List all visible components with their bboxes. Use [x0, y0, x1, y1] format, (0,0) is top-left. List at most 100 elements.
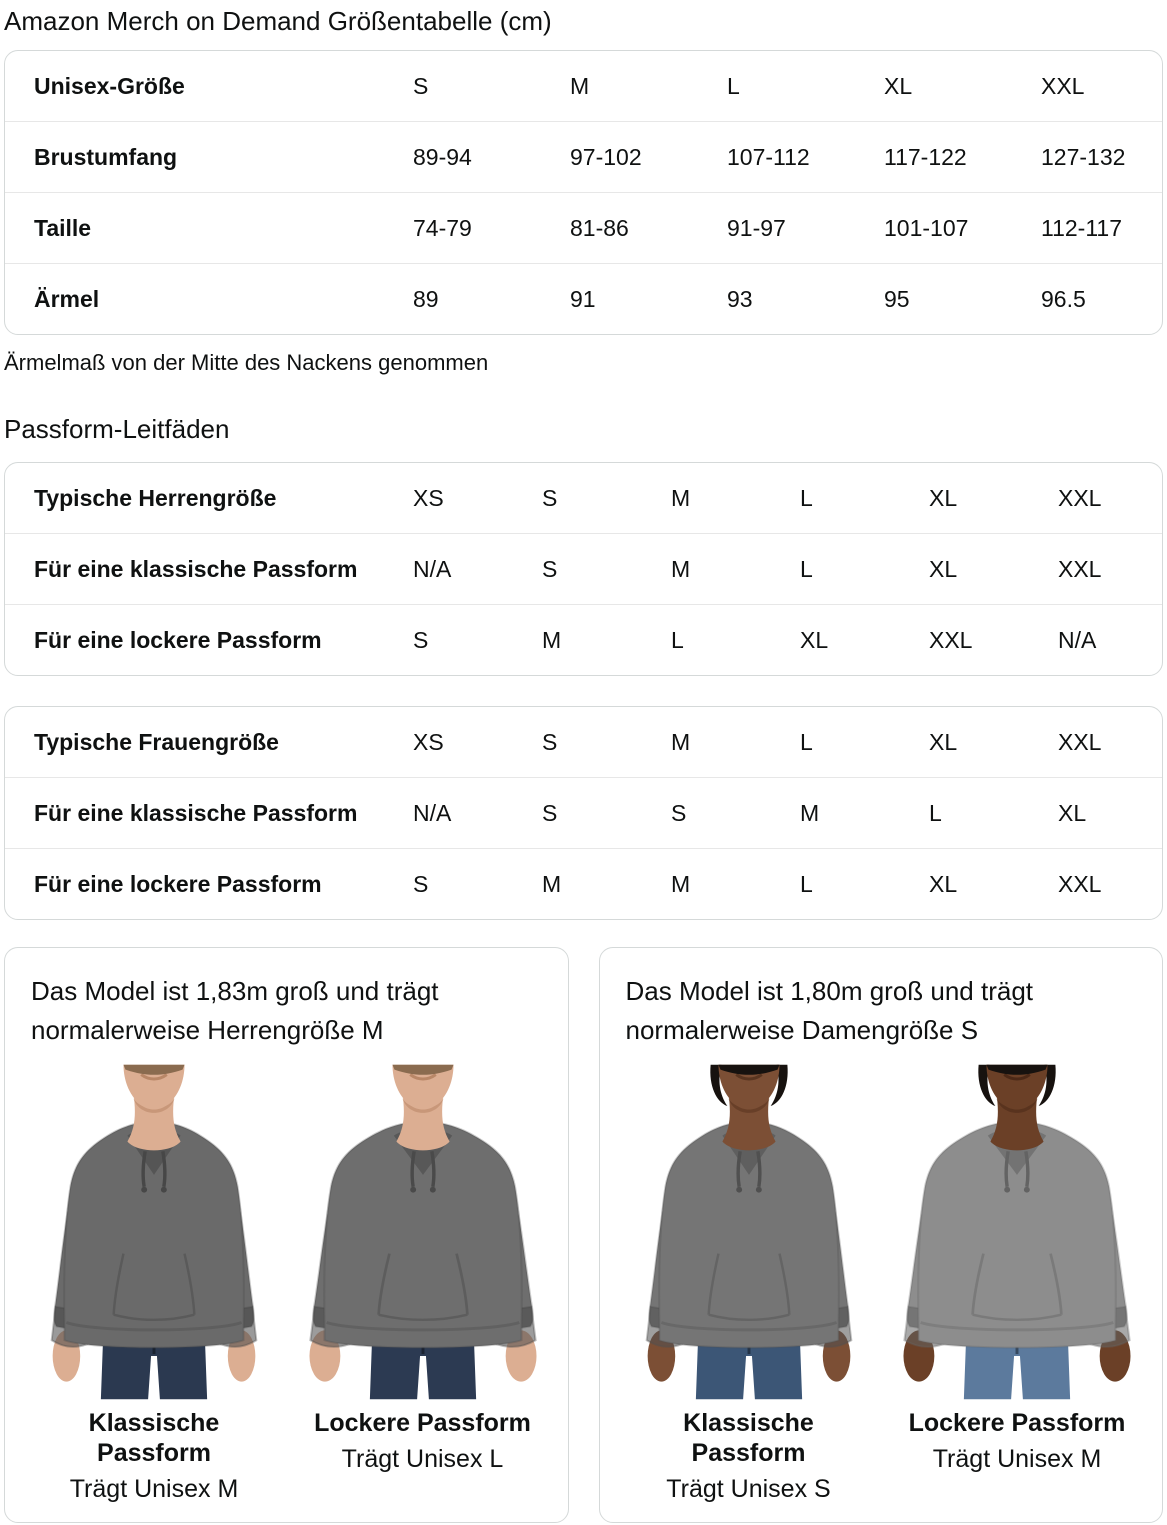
- cell: S: [413, 627, 429, 653]
- cell: XXL: [1058, 729, 1102, 755]
- hoodie: [50, 1120, 258, 1349]
- table-row: Für eine klassische Passform N/A S S M L…: [5, 777, 1162, 848]
- cell: 117-122: [884, 144, 967, 170]
- model-figure: Lockere Passform Trägt Unisex M: [894, 1064, 1140, 1504]
- fit-caption: Lockere Passform: [314, 1409, 531, 1437]
- table-row: Brustumfang 89-94 97-102 107-112 117-122…: [5, 121, 1162, 192]
- table-row: Für eine klassische Passform N/A S M L X…: [5, 533, 1162, 604]
- mens-model-card: Das Model ist 1,83m groß und trägt norma…: [4, 947, 569, 1523]
- row-label: Unisex-Größe: [34, 73, 185, 99]
- cell: S: [671, 800, 687, 826]
- hoodie-model-illustration: [645, 1064, 852, 1400]
- cell: 107-112: [727, 144, 810, 170]
- cell: 112-117: [1041, 215, 1122, 241]
- cell: S: [413, 73, 429, 99]
- cell: S: [542, 729, 558, 755]
- cell: XS: [413, 485, 444, 511]
- table-row: Ärmel 89 91 93 95 96.5: [5, 263, 1162, 334]
- unisex-size-table: Unisex-Größe S M L XL XXL Brustumfang 89…: [4, 50, 1163, 335]
- model-figure: Klassische Passform Trägt Unisex M: [31, 1064, 277, 1504]
- size-caption: Trägt Unisex M: [69, 1475, 239, 1503]
- model-cards: Das Model ist 1,83m groß und trägt norma…: [4, 947, 1163, 1523]
- cell: L: [727, 73, 740, 99]
- size-caption: Trägt Unisex S: [666, 1475, 831, 1503]
- womens-model-card: Das Model ist 1,80m groß und trägt norma…: [598, 947, 1163, 1523]
- fit-caption: Lockere Passform: [908, 1409, 1126, 1437]
- fit-caption: Klassische Passform: [88, 1409, 220, 1467]
- cell: XL: [929, 485, 958, 511]
- cell: XXL: [1058, 556, 1102, 582]
- cell: M: [800, 800, 820, 826]
- page-title: Amazon Merch on Demand Größentabelle (cm…: [4, 6, 552, 36]
- cell: N/A: [413, 556, 452, 582]
- hoodie: [903, 1120, 1131, 1349]
- row-label: Typische Herrengröße: [34, 485, 277, 511]
- cell: L: [800, 556, 813, 582]
- model-figure: Lockere Passform Trägt Unisex L: [300, 1064, 546, 1504]
- hoodie-model-illustration: [903, 1064, 1131, 1400]
- cell: M: [542, 627, 562, 653]
- row-label: Für eine klassische Passform: [34, 800, 358, 826]
- cell: S: [542, 485, 558, 511]
- cell: XXL: [1058, 871, 1102, 897]
- table-row: Typische Frauengröße XS S M L XL XXL: [5, 707, 1162, 777]
- row-label: Typische Frauengröße: [34, 729, 279, 755]
- model-photo: [31, 1064, 277, 1400]
- cell: 95: [884, 286, 910, 312]
- cell: 93: [727, 286, 753, 312]
- cell: XL: [800, 627, 829, 653]
- cell: XXL: [1041, 73, 1085, 99]
- hoodie: [308, 1120, 537, 1349]
- row-label: Ärmel: [34, 286, 100, 312]
- cell: XL: [884, 73, 913, 99]
- cell: 81-86: [570, 215, 629, 241]
- cell: M: [671, 871, 691, 897]
- cell: XS: [413, 729, 444, 755]
- womens-fit-table: Typische Frauengröße XS S M L XL XXL Für…: [4, 706, 1163, 920]
- table-row: Für eine lockere Passform S M L XL XXL N…: [5, 604, 1162, 675]
- row-label: Taille: [34, 215, 92, 241]
- hoodie-model-illustration: [50, 1064, 258, 1400]
- cell: 127-132: [1041, 144, 1126, 170]
- cell: L: [929, 800, 942, 826]
- cell: N/A: [1058, 627, 1097, 653]
- size-caption: Trägt Unisex L: [341, 1445, 504, 1473]
- model-photo: [894, 1064, 1140, 1400]
- row-label: Für eine lockere Passform: [34, 871, 322, 897]
- sleeve-measure-note: Ärmelmaß von der Mitte des Nackens genom…: [4, 350, 489, 375]
- cell: 97-102: [570, 144, 642, 170]
- hoodie-model-illustration: [308, 1064, 537, 1400]
- cell: L: [671, 627, 684, 653]
- size-caption: Trägt Unisex M: [932, 1445, 1102, 1473]
- drawstrings: [1004, 1151, 1030, 1193]
- cell: M: [671, 729, 691, 755]
- cell: S: [542, 800, 558, 826]
- cell: M: [671, 485, 691, 511]
- drawstrings: [735, 1151, 762, 1193]
- cell: XXL: [1058, 485, 1102, 511]
- model-description: Das Model ist 1,83m groß und trägt norma…: [31, 976, 439, 1045]
- cell: N/A: [413, 800, 452, 826]
- cell: 89: [413, 286, 439, 312]
- cell: L: [800, 871, 813, 897]
- cell: L: [800, 485, 813, 511]
- cell: 91-97: [727, 215, 786, 241]
- head: [123, 1064, 185, 1151]
- table-row: Taille 74-79 81-86 91-97 101-107 112-117: [5, 192, 1162, 263]
- row-label: Für eine lockere Passform: [34, 627, 322, 653]
- cell: XL: [929, 871, 958, 897]
- cell: M: [542, 871, 562, 897]
- mens-fit-table: Typische Herrengröße XS S M L XL XXL Für…: [4, 462, 1163, 676]
- fit-caption: Klassische Passform: [683, 1409, 814, 1467]
- fit-guides-title: Passform-Leitfäden: [4, 414, 230, 444]
- head: [391, 1064, 454, 1151]
- model-photo: [300, 1064, 546, 1400]
- model-description: Das Model ist 1,80m groß und trägt norma…: [625, 976, 1034, 1045]
- cell: 74-79: [413, 215, 472, 241]
- model-photos-row: Klassische Passform Trägt Unisex S: [626, 1064, 1141, 1504]
- cell: XL: [1058, 800, 1087, 826]
- cell: L: [800, 729, 813, 755]
- drawstrings: [141, 1151, 167, 1193]
- head: [978, 1064, 1056, 1151]
- cell: 89-94: [413, 144, 472, 170]
